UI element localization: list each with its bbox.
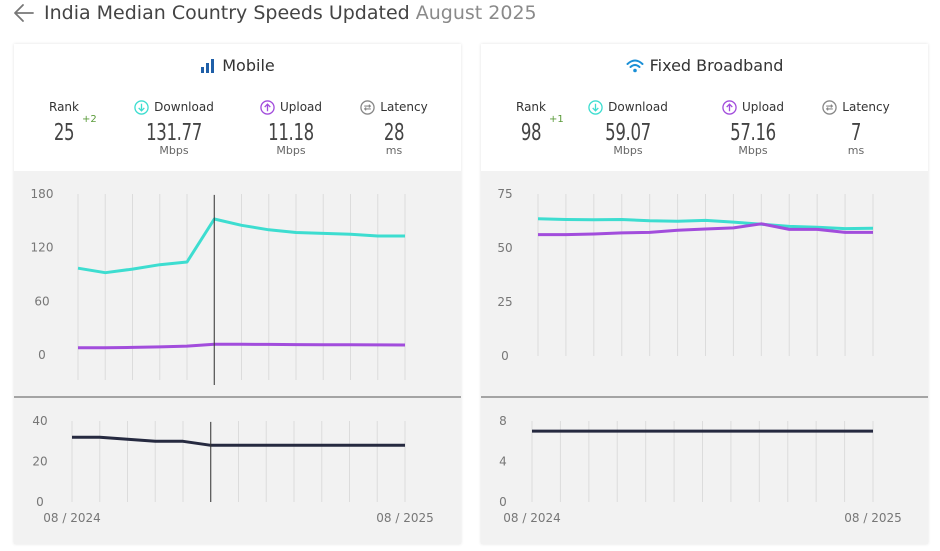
x-axis-end-label: 08 / 2025 <box>376 511 433 525</box>
rank-value: 25 <box>53 120 75 146</box>
fixed-speed-download-line <box>537 217 874 231</box>
fixed-speed-y-tick-label: 75 <box>497 187 512 201</box>
fixed-latency: Latency 7 ms <box>801 98 911 157</box>
x-axis-start-label: 08 / 2024 <box>43 511 100 525</box>
mobile-rank: Rank 25 <box>9 98 119 146</box>
upload-icon <box>722 99 737 115</box>
latency-value: 28 <box>383 120 405 146</box>
rank-change: +1 <box>549 114 564 125</box>
latency-unit: ms <box>847 144 865 157</box>
signal-bars-icon <box>201 58 215 73</box>
x-axis-end-label: 08 / 2025 <box>844 511 901 525</box>
rank-label: Rank <box>49 100 79 114</box>
fixed-latency-y-tick-label: 8 <box>499 414 507 428</box>
mobile-latency-y-tick-label: 40 <box>32 414 47 428</box>
rank-label: Rank <box>516 100 546 114</box>
fixed-speed-upload-line <box>538 222 873 237</box>
mobile-speed-y-tick-label: 60 <box>34 294 49 308</box>
download-label: Download <box>154 100 214 114</box>
fixed-panel-title: Fixed Broadband <box>481 56 928 75</box>
mobile-latency-latency-line <box>72 435 405 447</box>
upload-label: Upload <box>741 100 785 114</box>
download-label: Download <box>608 100 668 114</box>
mobile-speed-upload-line <box>78 342 406 350</box>
mobile-latency-y-tick-label: 0 <box>36 495 44 509</box>
page-title: India Median Country Speeds Updated Augu… <box>44 2 537 24</box>
download-icon <box>588 99 603 115</box>
latency-unit: ms <box>385 144 403 157</box>
latency-label: Latency <box>842 100 890 114</box>
fixed-download: Download 59.07 Mbps <box>573 98 683 157</box>
fixed-rank: Rank 98 <box>476 98 586 146</box>
download-unit: Mbps <box>159 144 189 157</box>
fixed-speed-y-tick-label: 25 <box>497 295 512 309</box>
latency-icon <box>360 99 375 115</box>
fixed-latency-y-tick-label: 0 <box>499 495 507 509</box>
mobile-panel-title: Mobile <box>14 56 461 75</box>
rank-value: 98 <box>520 120 542 146</box>
mobile-download: Download 131.77 Mbps <box>119 98 229 157</box>
page-header: India Median Country Speeds Updated Augu… <box>12 0 537 26</box>
fixed-latency-y-tick-label: 4 <box>499 455 507 469</box>
upload-value: 57.16 <box>730 120 776 146</box>
mobile-speed-download-line <box>77 217 405 275</box>
mobile-latency: Latency 28 ms <box>339 98 449 157</box>
mobile-speed-y-tick-label: 120 <box>31 241 54 255</box>
fixed-speed-y-tick-label: 50 <box>497 241 512 255</box>
upload-label: Upload <box>279 100 323 114</box>
mobile-summary: Mobile Rank 25 +2 Download 131.77 Mbps <box>14 44 461 171</box>
fixed-charts[interactable]: 75 50 25 0 8 4 0 08 / 2024 08 / 2025 <box>481 44 928 544</box>
back-arrow-icon[interactable] <box>12 2 36 24</box>
latency-label: Latency <box>380 100 428 114</box>
mobile-charts[interactable]: 180 120 60 0 40 20 0 08 / 2024 08 / 2025 <box>14 44 461 544</box>
upload-value: 11.18 <box>268 120 314 146</box>
mobile-speed-y-tick-label: 0 <box>38 348 46 362</box>
fixed-speed-y-tick-label: 0 <box>501 349 509 363</box>
page-title-date: August 2025 <box>415 2 537 24</box>
upload-icon <box>260 99 275 115</box>
latency-value: 7 <box>850 120 862 146</box>
upload-unit: Mbps <box>738 144 768 157</box>
mobile-panel: Mobile Rank 25 +2 Download 131.77 Mbps <box>14 44 461 544</box>
fixed-title-label: Fixed Broadband <box>649 56 784 75</box>
fixed-broadband-panel: Fixed Broadband Rank 98 +1 Download 59.0… <box>481 44 928 544</box>
wifi-icon <box>626 59 644 72</box>
download-value: 131.77 <box>146 120 202 146</box>
download-unit: Mbps <box>613 144 643 157</box>
mobile-upload: Upload 11.18 Mbps <box>236 98 346 157</box>
x-axis-start-label: 08 / 2024 <box>503 511 560 525</box>
fixed-summary: Fixed Broadband Rank 98 +1 Download 59.0… <box>481 44 928 171</box>
mobile-title-label: Mobile <box>222 56 275 75</box>
mobile-speed-y-tick-label: 180 <box>31 187 54 201</box>
download-icon <box>134 99 149 115</box>
download-value: 59.07 <box>605 120 651 146</box>
mobile-latency-y-tick-label: 20 <box>32 455 47 469</box>
page-title-main: India Median Country Speeds Updated <box>44 2 410 24</box>
rank-change: +2 <box>82 114 97 125</box>
upload-unit: Mbps <box>276 144 306 157</box>
latency-icon <box>822 99 837 115</box>
fixed-upload: Upload 57.16 Mbps <box>698 98 808 157</box>
